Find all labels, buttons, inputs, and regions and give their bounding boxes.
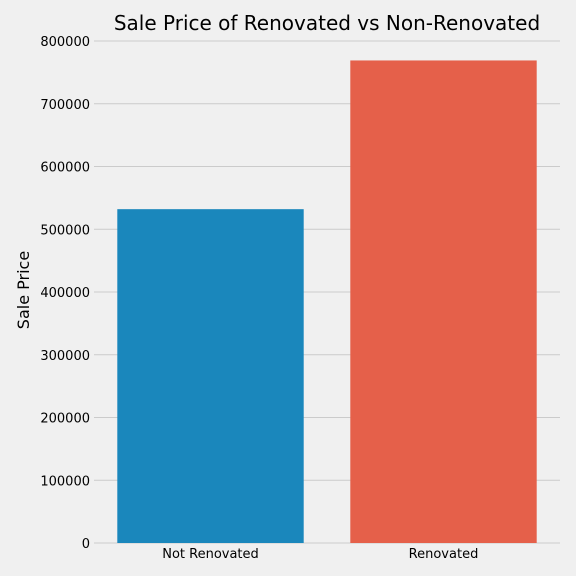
- bar-renovated: [350, 60, 536, 543]
- y-tick-label: 600000: [40, 161, 90, 176]
- y-tick-label: 400000: [40, 286, 90, 301]
- x-tick-label: Not Renovated: [162, 547, 259, 562]
- y-tick-label: 300000: [40, 349, 90, 364]
- chart-title: Sale Price of Renovated vs Non-Renovated: [114, 11, 540, 35]
- y-tick-labels: 0 100000 200000 300000 400000 500000 600000 700…: [40, 35, 90, 552]
- y-tick-label: 0: [82, 537, 90, 552]
- y-axis-label: Sale Price: [14, 251, 33, 329]
- y-tick-label: 100000: [40, 474, 90, 489]
- y-tick-label: 500000: [40, 223, 90, 238]
- bar-not-renovated: [117, 209, 303, 543]
- y-tick-label: 200000: [40, 412, 90, 427]
- y-tick-label: 700000: [40, 98, 90, 113]
- x-tick-label: Renovated: [409, 547, 479, 562]
- y-tick-label: 800000: [40, 35, 90, 50]
